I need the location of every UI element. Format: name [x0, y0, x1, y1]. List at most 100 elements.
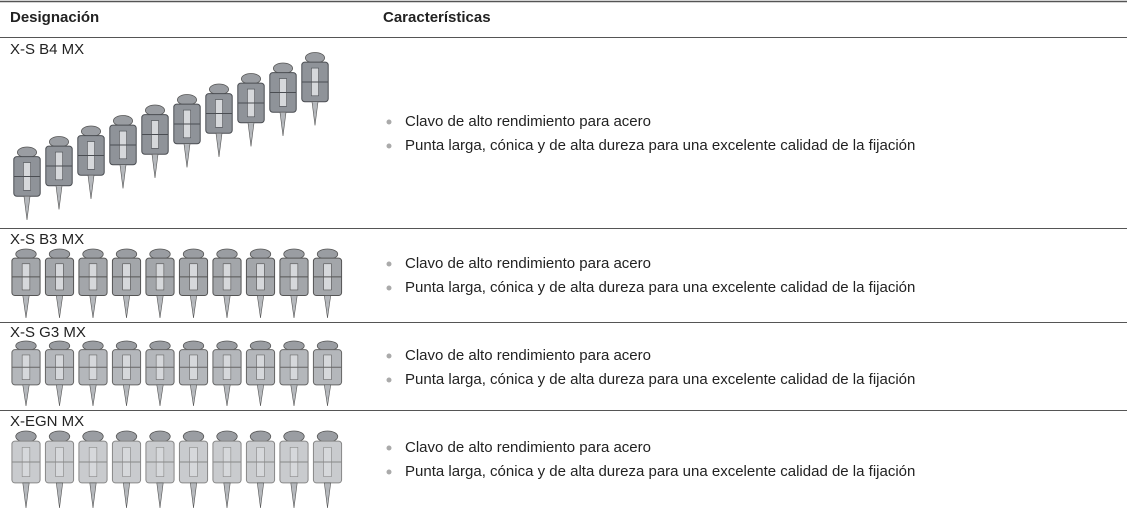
nail-tip — [223, 482, 231, 509]
nail-illustration — [145, 340, 175, 407]
nail-illustration — [77, 125, 105, 200]
nail-head — [283, 248, 305, 260]
nail-illustration — [269, 62, 297, 137]
header-characteristics: Características — [383, 9, 491, 26]
nail-tip — [22, 482, 30, 509]
nail-illustration — [301, 52, 329, 126]
nail-tip — [323, 482, 332, 509]
nail-illustration — [312, 340, 343, 407]
nail-tip — [89, 482, 97, 509]
nail-tip — [156, 295, 164, 319]
nail-illustration — [111, 430, 142, 509]
bullet — [386, 445, 392, 451]
nail-tip — [189, 384, 198, 407]
nail-head — [149, 430, 171, 443]
bullet — [386, 143, 392, 149]
nail-illustration — [279, 430, 309, 509]
nail-head — [316, 248, 339, 260]
nail-tip — [311, 101, 319, 126]
nail-tip — [215, 132, 223, 158]
nail-tip — [22, 295, 30, 319]
nail-illustration — [245, 340, 276, 407]
bullet — [386, 377, 392, 383]
nail-tip — [122, 384, 131, 407]
nail-head — [48, 430, 71, 443]
nail-illustration — [78, 248, 108, 319]
nail-illustration — [237, 73, 265, 147]
nail-illustration — [279, 248, 309, 319]
nail-head — [48, 248, 71, 260]
nail-tip — [55, 482, 64, 509]
nail-head — [15, 430, 37, 443]
nail-head — [182, 430, 205, 443]
nail-head — [216, 430, 238, 443]
nail-head — [216, 248, 238, 260]
feature: Punta larga, cónica y de alta dureza par… — [405, 463, 915, 480]
nail-tip — [223, 295, 231, 319]
nail-head — [249, 430, 272, 443]
nail-tip — [156, 384, 164, 407]
row-designation: X-S B4 MX — [10, 41, 84, 58]
nail-head — [182, 248, 205, 260]
nail-tip — [323, 384, 332, 407]
nail-head — [208, 83, 229, 96]
nail-illustration — [279, 340, 309, 407]
nail-tip — [323, 295, 332, 319]
nail-head — [149, 248, 171, 260]
nail-illustration — [245, 430, 276, 509]
nail-tip — [89, 295, 97, 319]
nail-illustration — [44, 430, 75, 509]
nail-illustration — [13, 146, 41, 221]
nail-illustration — [78, 340, 108, 407]
nail-illustration — [44, 340, 75, 407]
nail-tip — [122, 295, 131, 319]
nail-illustration — [145, 430, 175, 509]
nail-head — [15, 248, 37, 260]
nail-tip — [290, 482, 298, 509]
nail-tip — [223, 384, 231, 407]
nail-illustration — [141, 104, 169, 179]
header-designation: Designación — [10, 9, 99, 26]
row-designation: X-EGN MX — [10, 413, 84, 430]
nail-head — [304, 52, 325, 64]
feature: Clavo de alto rendimiento para acero — [405, 113, 651, 130]
nail-head — [249, 248, 272, 260]
row-designation: X-S G3 MX — [10, 324, 86, 341]
nail-illustration — [205, 83, 233, 158]
nail-illustration — [212, 340, 242, 407]
nail-illustration — [178, 248, 209, 319]
nail-tip — [22, 384, 30, 407]
nail-tip — [256, 295, 265, 319]
nail-illustration — [11, 248, 41, 319]
nail-head — [176, 94, 197, 106]
nail-head — [115, 430, 138, 443]
nail-tip — [55, 295, 64, 319]
nail-tip — [119, 164, 127, 189]
nail-head — [113, 115, 134, 127]
bullet — [386, 353, 392, 359]
nail-illustration — [45, 136, 73, 210]
row-designation: X-S B3 MX — [10, 231, 84, 248]
nail-tip — [23, 195, 31, 221]
nail-illustration — [111, 248, 142, 319]
nail-tip — [55, 384, 64, 407]
nail-tip — [189, 482, 198, 509]
nail-tip — [122, 482, 131, 509]
nail-tip — [156, 482, 164, 509]
nail-illustration — [145, 248, 175, 319]
nail-tip — [183, 143, 191, 168]
nail-illustration — [212, 248, 242, 319]
nail-illustration — [109, 115, 137, 189]
feature: Clavo de alto rendimiento para acero — [405, 439, 651, 456]
nail-tip — [256, 482, 265, 509]
nail-tip — [290, 384, 298, 407]
nail-head — [16, 146, 38, 159]
bullet — [386, 469, 392, 475]
bullet — [386, 261, 392, 267]
nail-tip — [279, 111, 287, 137]
nail-tip — [189, 295, 198, 319]
nail-head — [272, 62, 293, 75]
nail-illustration — [78, 430, 108, 509]
